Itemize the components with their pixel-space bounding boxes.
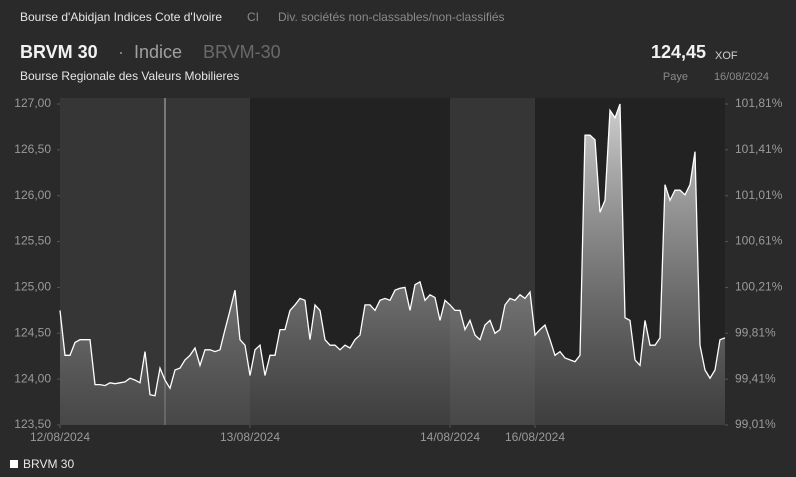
y-tick-label: 124,00	[14, 371, 51, 385]
code: BRVM-30	[203, 42, 281, 62]
exchange: Bourse d'Abidjan Indices Cote d'Ivoire	[20, 10, 222, 24]
symbol: BRVM 30	[20, 42, 98, 62]
y-tick-label: 123,50	[14, 417, 51, 431]
price: 124,45	[651, 42, 706, 62]
x-tick-label: 14/08/2024	[420, 430, 480, 444]
separator: ·	[118, 42, 124, 62]
country: CI	[247, 10, 259, 24]
y2-tick-label: 101,81%	[735, 96, 783, 110]
status: Paye	[663, 71, 688, 83]
y2-tick-label: 101,01%	[735, 188, 783, 202]
y2-tick-label: 99,41%	[735, 371, 776, 385]
currency: XOF	[715, 50, 738, 62]
date: 16/08/2024	[714, 71, 769, 83]
line	[59, 103, 726, 397]
legend-swatch	[10, 460, 18, 468]
y2-tick-label: 99,01%	[735, 417, 776, 431]
y-tick-label: 124,50	[14, 325, 51, 339]
market: Bourse Regionale des Valeurs Mobilieres	[20, 69, 239, 83]
y-tick-label: 126,00	[14, 188, 51, 202]
y-tick-label: 125,00	[14, 280, 51, 294]
y-tick-label: 126,50	[14, 142, 51, 156]
x-tick-label: 16/08/2024	[505, 430, 565, 444]
y-tick-label: 125,50	[14, 234, 51, 248]
y2-tick-label: 101,41%	[735, 142, 783, 156]
y2-tick-label: 100,21%	[735, 280, 783, 294]
x-tick-label: 13/08/2024	[220, 430, 280, 444]
sector: Div. sociétés non-classables/non-classif…	[278, 10, 505, 24]
area	[60, 104, 725, 425]
kind: Indice	[134, 42, 182, 62]
x-tick-label: 12/08/2024	[30, 430, 90, 444]
legend-label: BRVM 30	[23, 457, 74, 471]
y2-tick-label: 100,61%	[735, 234, 783, 248]
y-tick-label: 127,00	[14, 96, 51, 110]
y2-tick-label: 99,81%	[735, 325, 776, 339]
